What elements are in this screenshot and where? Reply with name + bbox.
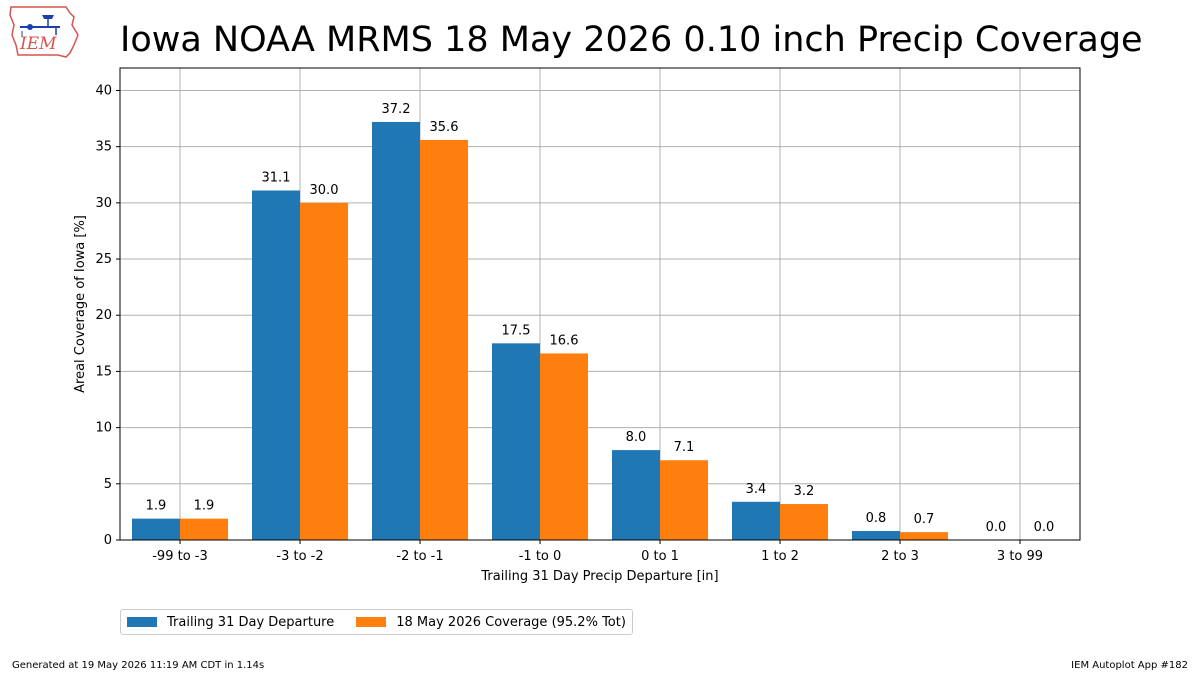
legend-item-series-2: 18 May 2026 Coverage (95.2% Tot) (356, 615, 626, 630)
legend-label-series-1: Trailing 31 Day Departure (167, 614, 335, 630)
bar-series-2 (180, 518, 228, 540)
data-label-series-2: 35.6 (430, 120, 459, 135)
y-tick-label: 0 (104, 533, 112, 548)
footer-generated-text: Generated at 19 May 2026 11:19 AM CDT in… (12, 660, 265, 671)
bar-series-2 (300, 202, 348, 540)
data-label-series-1: 17.5 (502, 323, 531, 338)
logo-text: IEM (19, 34, 57, 54)
bar-series-2 (420, 139, 468, 540)
data-label-series-1: 0.8 (866, 511, 887, 526)
x-tick-label: -99 to -3 (152, 549, 208, 564)
legend: Trailing 31 Day Departure 18 May 2026 Co… (120, 609, 633, 635)
y-tick-label: 40 (95, 83, 112, 98)
bar-series-1 (132, 518, 180, 540)
x-tick-label: -3 to -2 (276, 549, 323, 564)
bar-series-2 (540, 353, 588, 540)
y-axis-label: Areal Coverage of Iowa [%] (73, 215, 88, 393)
data-label-series-1: 8.0 (626, 430, 647, 445)
bar-series-1 (492, 343, 540, 540)
x-tick-label: 2 to 3 (881, 549, 919, 564)
y-tick-label: 35 (95, 140, 112, 155)
legend-label-series-2: 18 May 2026 Coverage (95.2% Tot) (396, 614, 626, 630)
data-label-series-1: 0.0 (986, 520, 1007, 535)
data-label-series-1: 37.2 (382, 102, 411, 117)
chart-title: Iowa NOAA MRMS 18 May 2026 0.10 inch Pre… (120, 20, 1143, 60)
x-tick-label: -1 to 0 (519, 549, 562, 564)
bar-series-1 (852, 531, 900, 540)
legend-swatch-series-2 (356, 617, 387, 627)
bar-series-1 (252, 190, 300, 540)
data-label-series-2: 0.0 (1034, 520, 1055, 535)
y-tick-label: 20 (95, 308, 112, 323)
y-tick-label: 25 (95, 252, 112, 267)
data-label-series-2: 30.0 (310, 183, 339, 198)
iem-logo: IEM (8, 5, 82, 59)
y-tick-label: 15 (95, 364, 112, 379)
bar-chart: 0 5 10 15 20 25 30 35 40 1.9 31.1 37.2 17.5 8.0 3.4 0.8… (73, 67, 1081, 584)
bar-series-2 (900, 532, 948, 540)
y-tick-label: 30 (95, 196, 112, 211)
data-label-series-2: 16.6 (550, 333, 579, 348)
x-tick-label: 3 to 99 (997, 549, 1043, 564)
bar-series-1 (372, 121, 420, 540)
data-label-series-2: 0.7 (914, 512, 935, 527)
bar-series-2 (780, 504, 828, 540)
bar-series-2 (660, 460, 708, 540)
data-label-series-1: 31.1 (262, 170, 291, 185)
legend-item-series-1: Trailing 31 Day Departure (127, 615, 334, 630)
bar-series-1 (732, 501, 780, 540)
data-label-series-2: 1.9 (194, 499, 215, 514)
x-axis-label: Trailing 31 Day Precip Departure [in] (480, 569, 718, 584)
plot-frame (119, 67, 1081, 541)
y-tick-label: 5 (104, 477, 112, 492)
bar-series-1 (612, 450, 660, 540)
data-label-series-2: 7.1 (674, 440, 695, 455)
y-tick-label: 10 (95, 421, 112, 436)
footer-app-id: IEM Autoplot App #182 (1071, 660, 1188, 671)
x-tick-label: -2 to -1 (396, 549, 443, 564)
x-tick-label: 0 to 1 (641, 549, 679, 564)
data-label-series-1: 3.4 (746, 482, 767, 497)
legend-swatch-series-1 (127, 617, 157, 627)
data-label-series-1: 1.9 (146, 499, 167, 514)
data-label-series-2: 3.2 (794, 484, 815, 499)
x-tick-label: 1 to 2 (761, 549, 799, 564)
